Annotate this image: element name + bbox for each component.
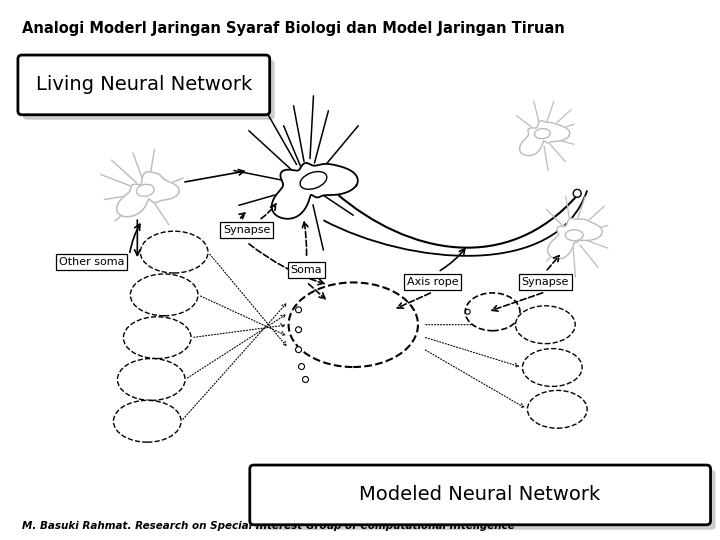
Ellipse shape (130, 274, 198, 316)
Ellipse shape (140, 231, 208, 273)
Text: M. Basuki Rahmat. Research on Special Interest Group of Computational Inteligenc: M. Basuki Rahmat. Research on Special In… (22, 521, 515, 531)
FancyBboxPatch shape (23, 60, 274, 120)
Text: Other soma: Other soma (59, 257, 125, 267)
Ellipse shape (117, 359, 185, 400)
Ellipse shape (565, 230, 583, 241)
Polygon shape (117, 172, 179, 217)
Ellipse shape (296, 307, 302, 313)
Text: Living Neural Network: Living Neural Network (36, 76, 253, 94)
Ellipse shape (296, 347, 302, 353)
Text: Modeled Neural Network: Modeled Neural Network (359, 485, 600, 504)
Ellipse shape (296, 327, 302, 333)
Ellipse shape (523, 349, 582, 387)
Ellipse shape (573, 190, 581, 197)
Text: Synapse: Synapse (223, 225, 271, 235)
Text: Axis rope: Axis rope (407, 277, 459, 287)
Text: Synapse: Synapse (522, 277, 569, 287)
Ellipse shape (534, 129, 550, 139)
Ellipse shape (123, 317, 191, 359)
Ellipse shape (465, 309, 470, 314)
Ellipse shape (299, 363, 305, 369)
Ellipse shape (136, 184, 154, 197)
Ellipse shape (289, 282, 418, 367)
FancyBboxPatch shape (18, 55, 270, 115)
Ellipse shape (516, 306, 575, 343)
Ellipse shape (465, 293, 520, 330)
Text: Soma: Soma (291, 265, 323, 275)
FancyBboxPatch shape (255, 470, 716, 530)
Ellipse shape (114, 400, 181, 442)
Ellipse shape (302, 376, 308, 382)
Polygon shape (520, 121, 570, 156)
Ellipse shape (528, 390, 587, 428)
Ellipse shape (300, 172, 327, 190)
FancyBboxPatch shape (250, 465, 711, 525)
Text: Analogi Moderl Jaringan Syaraf Biologi dan Model Jaringan Tiruan: Analogi Moderl Jaringan Syaraf Biologi d… (22, 21, 564, 36)
Polygon shape (548, 219, 602, 259)
Polygon shape (271, 163, 358, 219)
